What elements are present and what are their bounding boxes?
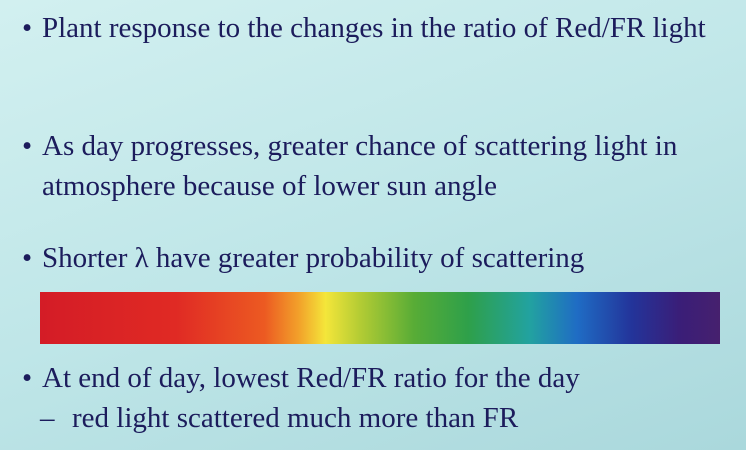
bullet: • Plant response to the changes in the r… (22, 8, 742, 48)
bullet-dot: • (22, 130, 33, 162)
spectrum-image (40, 292, 720, 344)
bullet-dot: • (22, 12, 33, 44)
bullet: • As day progresses, greater chance of s… (22, 126, 742, 206)
bullet-dot: • (22, 242, 33, 274)
sub-bullet-text: red light scattered much more than FR (72, 402, 519, 434)
bullet: • At end of day, lowest Red/FR ratio for… (22, 358, 742, 398)
sub-bullet-dash: – (40, 402, 55, 434)
bullet-text: At end of day, lowest Red/FR ratio for t… (42, 362, 580, 394)
sub-bullet: – red light scattered much more than FR (40, 398, 740, 438)
bullet-dot: • (22, 362, 33, 394)
bullet-text: Plant response to the changes in the rat… (42, 12, 706, 44)
bullet: • Shorter λ have greater probability of … (22, 238, 742, 278)
bullet-text: Shorter λ have greater probability of sc… (42, 242, 585, 274)
bullet-text: As day progresses, greater chance of sca… (42, 130, 678, 202)
